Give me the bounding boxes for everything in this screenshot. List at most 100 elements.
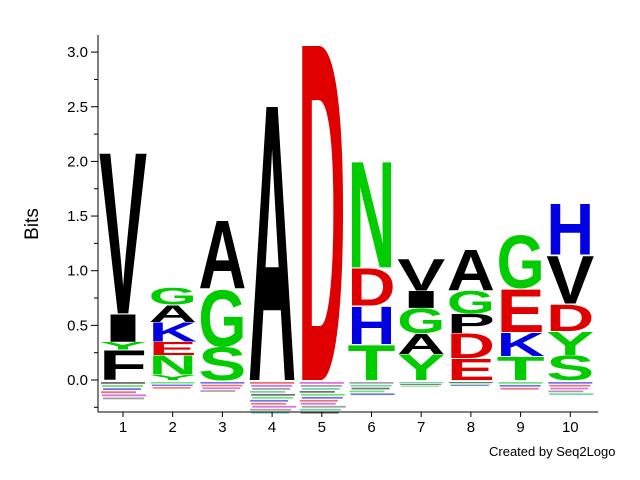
negative-stripe	[301, 387, 340, 390]
negative-stripe	[349, 390, 385, 393]
logo-letter-glyph: F	[99, 342, 147, 389]
logo-letter-glyph: D	[447, 327, 495, 366]
logo-letter-I: I	[99, 306, 147, 350]
logo-letter-D: D	[447, 327, 495, 366]
logo-letter-G: G	[447, 285, 495, 321]
negative-stripe	[251, 411, 290, 414]
negative-stripe	[399, 382, 444, 384]
negative-stripe	[498, 382, 543, 384]
logo-letter-A: A	[149, 300, 197, 327]
x-tick-label: 10	[562, 419, 579, 436]
logo-letter-Y: Y	[149, 373, 197, 382]
logo-letter-glyph: E	[497, 278, 545, 346]
logo-letter-glyph: A	[447, 239, 495, 303]
negative-stripe	[152, 387, 191, 389]
logo-letter-glyph: G	[447, 285, 495, 321]
negative-stripe	[300, 411, 339, 414]
negative-stripe	[252, 396, 294, 399]
logo-letter-glyph: Y	[149, 373, 197, 382]
logo-letter-glyph: A	[248, 22, 296, 466]
negative-stripe	[101, 391, 136, 394]
logo-letter-A: A	[248, 22, 296, 466]
logo-letter-T: T	[497, 349, 545, 387]
negative-stripe	[201, 384, 243, 387]
logo-letter-F: F	[99, 342, 147, 389]
logo-letter-glyph: I	[99, 306, 147, 350]
y-ticks: 0.0 0.5 1.0 1.5 2.0 2.5 3.0	[67, 44, 98, 408]
logo-letter-D: D	[546, 297, 594, 339]
negative-stripe	[103, 388, 141, 391]
x-tick-label: 7	[417, 419, 425, 436]
logo-letter-glyph: D	[546, 297, 594, 339]
logo-letter-E: E	[447, 352, 495, 386]
negative-stripe	[401, 385, 440, 387]
negative-stripe	[252, 387, 291, 390]
logo-letter-glyph: T	[348, 334, 396, 390]
logo-letter-glyph: E	[447, 352, 495, 386]
negative-stripe	[450, 384, 489, 386]
y-tick-label: 1.5	[67, 208, 88, 225]
negative-stripe	[102, 385, 143, 387]
negative-stripe	[103, 397, 144, 400]
logo-letter-S: S	[546, 348, 594, 387]
logo-letter-glyph: K	[497, 326, 545, 364]
negative-stripe	[349, 382, 394, 384]
logo-letter-glyph: G	[397, 302, 445, 341]
axes	[97, 35, 598, 413]
x-tick-label: 5	[318, 419, 326, 436]
y-tick-label: 0.5	[67, 317, 88, 334]
y-tick-label: 3.0	[67, 44, 88, 61]
negative-stripe	[151, 384, 193, 387]
logo-letter-glyph: P	[447, 308, 495, 339]
logo-letter-N: N	[348, 129, 396, 300]
x-tick-label: 1	[119, 419, 127, 436]
logo-letter-Y: Y	[397, 347, 445, 388]
negative-stripe	[448, 382, 493, 383]
negative-stripe	[150, 382, 195, 384]
logo-letter-V: V	[397, 249, 445, 301]
negative-score-layer	[101, 382, 594, 414]
logo-letter-D: D	[298, 0, 346, 480]
logo-letter-glyph: G	[198, 274, 246, 364]
negative-stripe	[300, 393, 345, 396]
negative-stripe	[251, 393, 296, 396]
negative-stripe	[350, 393, 395, 396]
logo-letter-K: K	[149, 317, 197, 348]
negative-stripe	[500, 387, 539, 390]
negative-stripe	[301, 405, 346, 408]
negative-stripe	[299, 399, 338, 402]
x-tick-label: 3	[218, 419, 226, 436]
logo-letter-V: V	[99, 104, 147, 363]
logo-letter-glyph: S	[546, 348, 594, 387]
logo-letter-glyph: A	[198, 199, 246, 309]
negative-stripe	[548, 382, 593, 384]
negative-stripe	[301, 396, 343, 399]
logo-letter-H: H	[546, 188, 594, 270]
logo-letter-V: V	[546, 241, 594, 318]
logo-letter-glyph: H	[348, 295, 396, 355]
negative-stripe	[250, 399, 289, 402]
y-tick-label: 1.0	[67, 263, 88, 280]
negative-stripe	[252, 405, 297, 408]
negative-stripe	[250, 390, 286, 393]
logo-letter-glyph: Y	[397, 347, 445, 388]
x-ticks: 1 2 3 4 5 6 7 8 9 10	[119, 412, 579, 436]
negative-stripe	[300, 384, 342, 387]
logo-letter-A: A	[447, 239, 495, 303]
logo-letter-A: A	[198, 199, 246, 309]
negative-stripe	[549, 393, 594, 396]
negative-stripe	[300, 402, 336, 405]
negative-stripe	[350, 384, 392, 387]
x-tick-label: 4	[268, 419, 276, 436]
negative-stripe	[299, 390, 335, 393]
credit-text: Created by Seq2Logo	[489, 444, 615, 459]
logo-letter-Y: Y	[546, 324, 594, 362]
logo-letter-glyph: I	[397, 286, 445, 313]
logo-letter-glyph: V	[546, 241, 594, 318]
logo-letter-glyph: Y	[99, 340, 147, 352]
x-tick-label: 8	[467, 419, 475, 436]
negative-stripe	[101, 382, 145, 384]
y-tick-label: 2.0	[67, 153, 88, 170]
